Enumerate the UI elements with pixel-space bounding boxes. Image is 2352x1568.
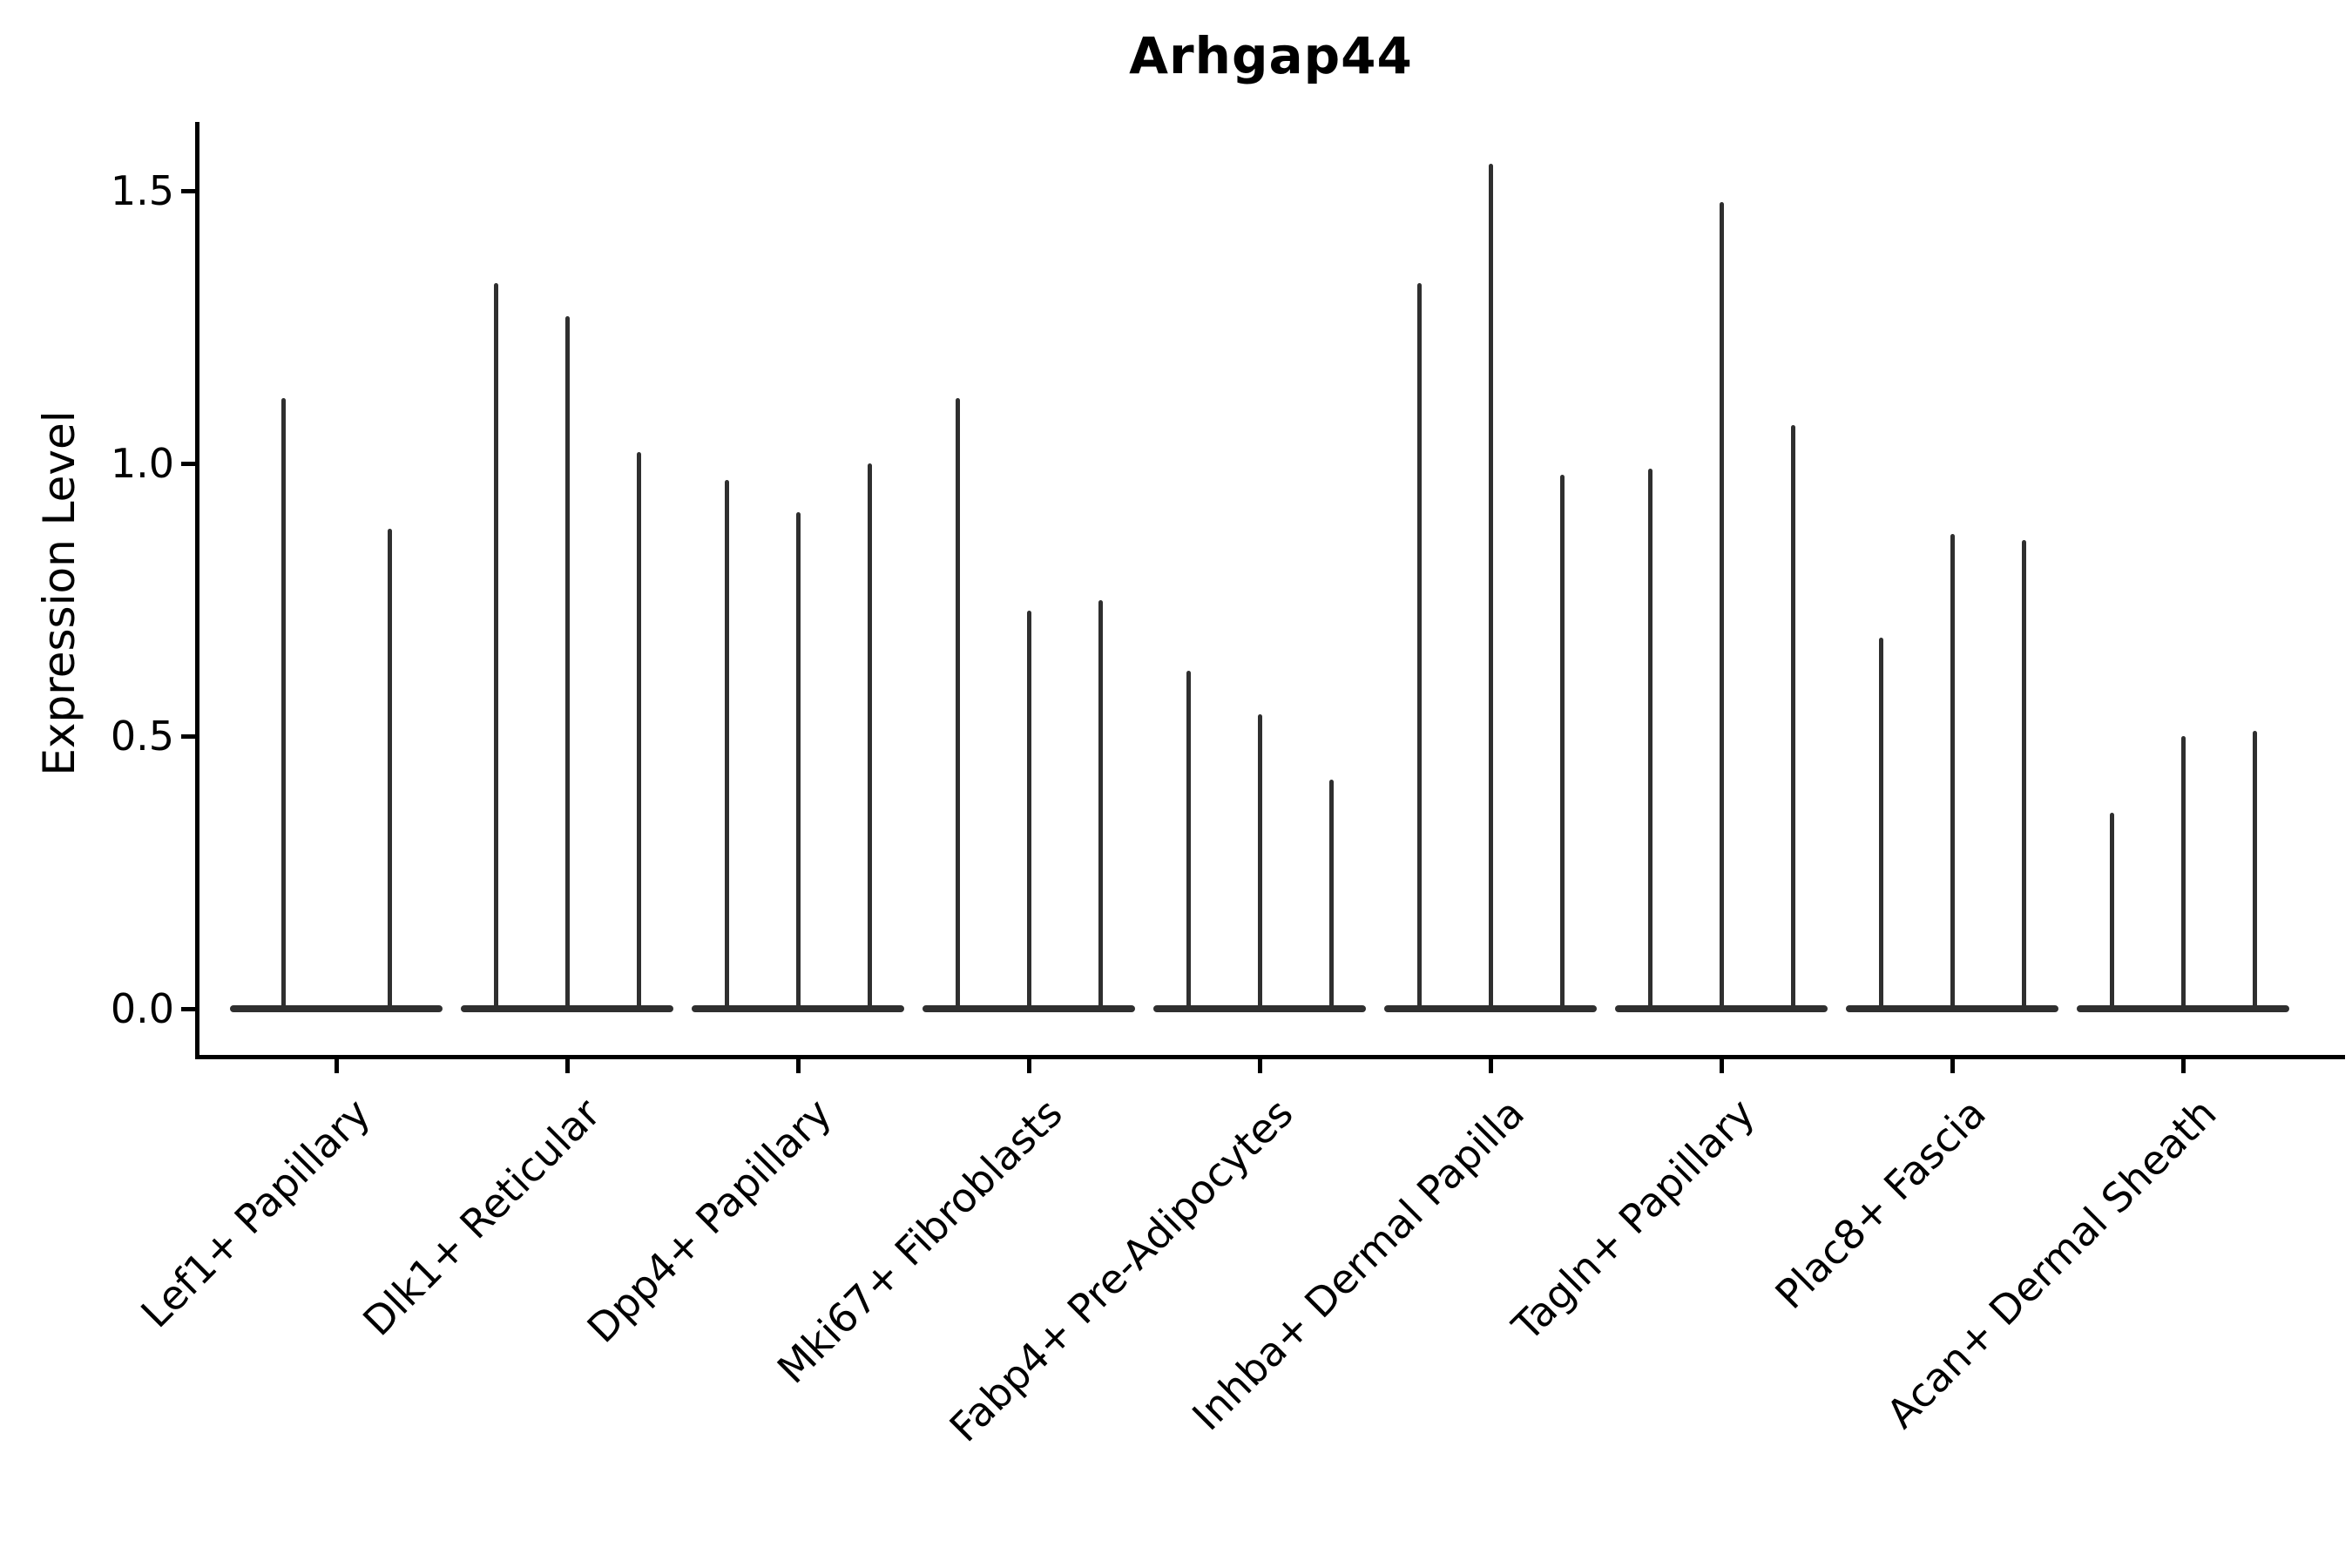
violin-spike	[795, 512, 801, 1009]
violin-base	[1384, 1005, 1597, 1012]
violin-base	[230, 1005, 443, 1012]
violin-spike	[1878, 638, 1883, 1009]
x-category-label: Lef1+ Papillary	[131, 1089, 379, 1337]
violin-base	[461, 1005, 673, 1012]
y-tick-label: 0.0	[110, 985, 174, 1032]
violin-spike	[1416, 283, 1422, 1009]
violin-base	[692, 1005, 904, 1012]
y-tick-mark	[181, 733, 197, 739]
x-axis-line	[195, 1055, 2345, 1059]
violin-spike	[387, 529, 392, 1009]
violin-spike	[1950, 534, 1955, 1009]
violin-spike	[1559, 474, 1565, 1009]
violin-spike	[1647, 469, 1652, 1009]
violin-spike	[1328, 780, 1334, 1009]
violin-spike	[564, 315, 570, 1009]
violin-base	[2077, 1005, 2289, 1012]
chart-title: Arhgap44	[1129, 26, 1413, 85]
violin-spike	[2109, 812, 2114, 1009]
y-tick-mark	[181, 461, 197, 466]
y-tick-label: 1.0	[110, 440, 174, 487]
x-category-label: Dlk1+ Reticular	[354, 1089, 610, 1345]
violin-spike	[1026, 611, 1031, 1009]
violin-spike	[1790, 425, 1795, 1009]
violin-spike	[955, 397, 960, 1009]
y-tick-mark	[181, 188, 197, 193]
violin-spike	[1098, 599, 1103, 1009]
y-tick-label: 0.5	[110, 713, 174, 760]
violin-base	[1846, 1005, 2058, 1012]
violin-spike	[2021, 539, 2026, 1009]
violin-spike	[1719, 201, 1724, 1009]
violin-spike	[280, 397, 286, 1009]
y-tick-label: 1.5	[110, 167, 174, 214]
x-tick-mark	[795, 1059, 801, 1073]
y-axis-label: Expression Level	[34, 410, 84, 776]
x-tick-mark	[1488, 1059, 1493, 1073]
x-tick-mark	[1719, 1059, 1724, 1073]
violin-spike	[636, 452, 641, 1009]
violin-spike	[2180, 736, 2186, 1009]
violin-spike	[2252, 730, 2257, 1009]
x-category-label: Tagln+ Papillary	[1503, 1089, 1764, 1350]
violin-spike	[1257, 713, 1262, 1009]
x-category-label: Dpp4+ Papillary	[578, 1089, 841, 1352]
y-axis-line	[195, 122, 199, 1057]
x-tick-mark	[564, 1059, 570, 1073]
x-tick-mark	[1257, 1059, 1262, 1073]
violin-spike	[1186, 670, 1191, 1009]
x-tick-mark	[2180, 1059, 2186, 1073]
violin-spike	[724, 479, 729, 1009]
violin-base	[923, 1005, 1135, 1012]
violin-spike	[1488, 163, 1493, 1009]
y-tick-mark	[181, 1006, 197, 1011]
x-tick-mark	[1026, 1059, 1031, 1073]
x-tick-mark	[1950, 1059, 1955, 1073]
x-tick-mark	[334, 1059, 339, 1073]
violin-spike	[493, 283, 498, 1009]
violin-spike	[867, 463, 872, 1009]
violin-base	[1615, 1005, 1828, 1012]
x-category-label: Plac8+ Fascia	[1766, 1089, 1995, 1318]
violin-base	[1153, 1005, 1366, 1012]
